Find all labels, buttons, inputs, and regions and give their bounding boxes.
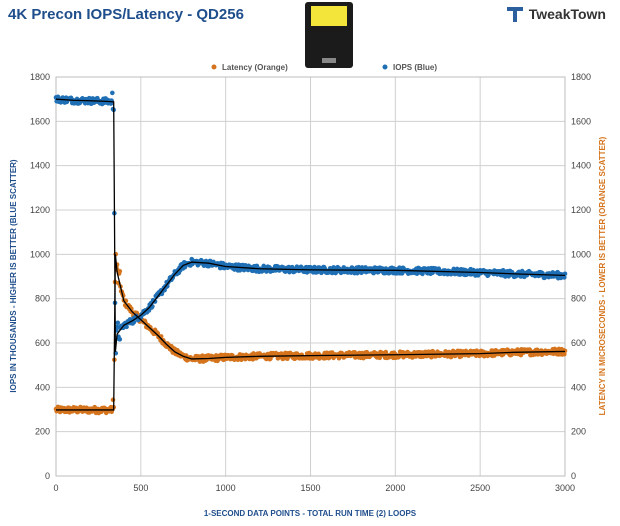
iops-point: [115, 320, 121, 326]
iops-point: [117, 337, 123, 342]
trend-lines: [55, 98, 566, 411]
x-tick: 500: [133, 483, 148, 493]
ssd-label: [311, 6, 347, 26]
y-tick-right: 1800: [571, 72, 591, 82]
tweaktown-logo-icon: [506, 7, 523, 22]
iops-point: [110, 90, 115, 96]
ssd-product-image: [305, 2, 353, 68]
y-tick-right: 1200: [571, 205, 591, 215]
y-tick-left: 1600: [30, 116, 50, 126]
latency-point: [117, 268, 123, 274]
x-tick: 2000: [385, 483, 405, 493]
x-tick: 2500: [470, 483, 490, 493]
y-tick-left: 1200: [30, 205, 50, 215]
brand-logo-group: TweakTown: [505, 4, 606, 24]
y-tick-right: 1600: [571, 116, 591, 126]
latency-point: [110, 397, 116, 403]
chart-title: 4K Precon IOPS/Latency - QD256: [8, 6, 244, 23]
legend-latency-marker: [211, 64, 217, 70]
y-axis-right-label: LATENCY IN MICROSECONDS - LOWER IS BETTE…: [598, 136, 607, 415]
latency-point: [200, 353, 205, 359]
legend-iops-label: IOPS (Blue): [393, 63, 437, 72]
iops-trend-line: [55, 98, 566, 352]
chart-legend: Latency (Orange) IOPS (Blue): [211, 63, 437, 72]
y-tick-left: 800: [35, 294, 50, 304]
x-tick: 1000: [216, 483, 236, 493]
x-axis-label: 1-SECOND DATA POINTS - TOTAL RUN TIME (2…: [204, 509, 417, 518]
iops-point: [152, 299, 158, 304]
y-tick-right: 400: [571, 382, 586, 392]
iops-point: [86, 95, 92, 101]
iops-point: [329, 270, 335, 276]
ssd-connector: [322, 58, 336, 63]
legend-iops-marker: [382, 64, 388, 70]
chart-grid: [55, 76, 566, 477]
y-tick-left: 1000: [30, 249, 50, 259]
y-tick-left: 400: [35, 382, 50, 392]
iops-point: [237, 268, 243, 273]
y-tick-left: 600: [35, 338, 50, 348]
x-tick: 0: [53, 483, 58, 493]
y-tick-right: 1000: [571, 249, 591, 259]
latency-point: [383, 349, 389, 355]
latency-trend-line: [56, 254, 566, 411]
y-axis-left-label: IOPS IN THOUSANDS - HIGHER IS BETTER (BL…: [9, 159, 18, 393]
y-tick-left: 1800: [30, 72, 50, 82]
legend-latency-label: Latency (Orange): [222, 63, 288, 72]
y-tick-right: 0: [571, 471, 576, 481]
iops-point: [562, 275, 567, 280]
y-tick-right: 1400: [571, 161, 591, 171]
x-tick: 1500: [300, 483, 320, 493]
y-tick-left: 0: [45, 471, 50, 481]
iops-point: [399, 271, 405, 276]
brand-name: TweakTown: [528, 6, 606, 22]
y-tick-left: 200: [35, 427, 50, 437]
iops-point: [124, 324, 129, 330]
y-tick-right: 800: [571, 294, 586, 304]
y-tick-right: 200: [571, 427, 586, 437]
y-tick-left: 1400: [30, 161, 50, 171]
y-tick-right: 600: [571, 338, 586, 348]
x-tick: 3000: [555, 483, 575, 493]
